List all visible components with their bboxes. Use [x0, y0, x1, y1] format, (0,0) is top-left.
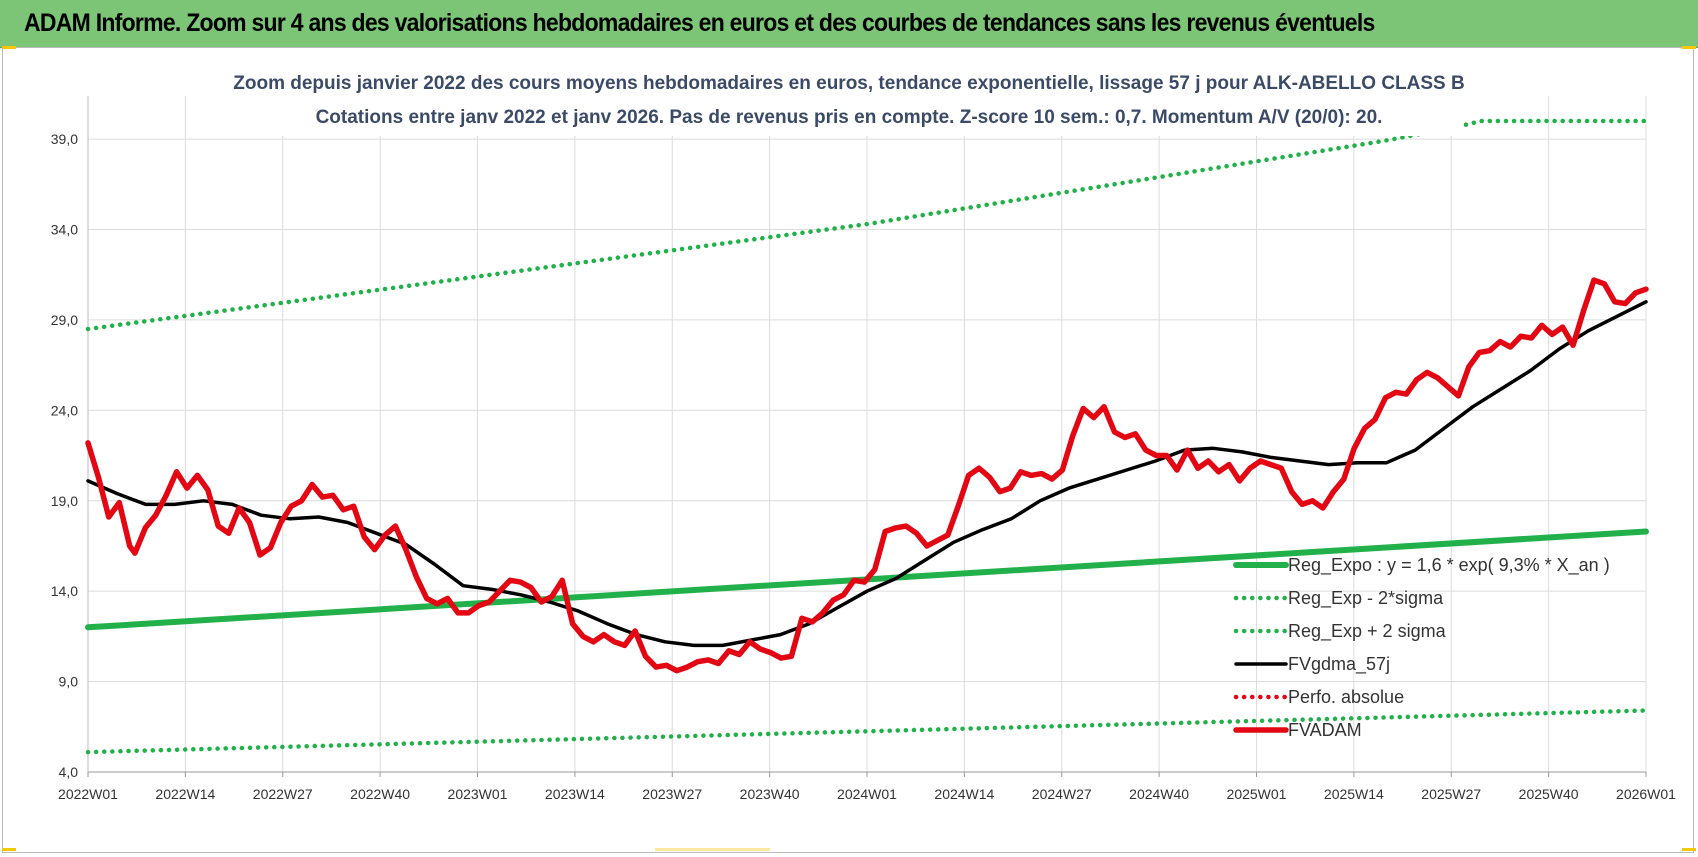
x-tick-label: 2025W14: [1324, 786, 1384, 802]
chart-subtitle: Cotations entre janv 2022 et janv 2026. …: [316, 107, 1383, 128]
y-tick-label: 29,0: [51, 312, 78, 328]
frame-corner-br: [1682, 848, 1696, 851]
y-tick-label: 4,0: [59, 764, 79, 780]
y-tick-label: 39,0: [51, 131, 78, 147]
x-tick-label: 2022W27: [253, 786, 313, 802]
chart-title: Zoom depuis janvier 2022 des cours moyen…: [233, 73, 1464, 94]
x-tick-label: 2026W01: [1616, 786, 1676, 802]
x-tick-label: 2024W27: [1032, 786, 1092, 802]
frame-corner-bc: [655, 848, 770, 851]
chart-legend: Reg_Expo : y = 1,6 * exp( 9,3% * X_an ) R…: [1233, 555, 1610, 740]
x-tick-label: 2023W40: [740, 786, 800, 802]
y-tick-label: 14,0: [51, 583, 78, 599]
y-tick-label: 24,0: [51, 402, 78, 418]
x-tick-label: 2022W14: [155, 786, 215, 802]
report-title: ADAM Informe. Zoom sur 4 ans des valoris…: [24, 9, 1375, 37]
x-tick-label: 2022W40: [350, 786, 410, 802]
x-tick-label: 2023W27: [642, 786, 702, 802]
legend-label: Reg_Exp - 2*sigma: [1288, 588, 1444, 609]
y-tick-label: 34,0: [51, 222, 78, 238]
series-line-fvadam: [85, 277, 1649, 674]
y-tick-label: 19,0: [51, 493, 78, 509]
x-tick-label: 2023W14: [545, 786, 605, 802]
frame-corner-tl: [2, 46, 16, 49]
legend-label: Reg_Exp + 2 sigma: [1288, 621, 1447, 642]
x-tick-label: 2024W14: [934, 786, 994, 802]
frame-corner-tr: [1682, 46, 1696, 49]
subtitle-backdrop: [238, 64, 1464, 136]
x-tick-label: 2024W40: [1129, 786, 1189, 802]
x-tick-label: 2023W01: [448, 786, 508, 802]
axis-labels: 4,0 9,0 14,0 19,0 24,0 29,0 34,0 39,0 2022W01 202…: [51, 131, 1676, 802]
series-line-reg-exp-2-sigma: [85, 708, 1649, 755]
x-tick-label: 2025W40: [1519, 786, 1579, 802]
legend-label: FVADAM: [1288, 720, 1362, 740]
y-tick-label: 9,0: [59, 674, 79, 690]
series-line-fvgdma-57j: [86, 300, 1648, 648]
chart-grid: [87, 96, 1647, 777]
legend-label: FVgdma_57j: [1288, 654, 1390, 675]
x-tick-label: 2025W27: [1421, 786, 1481, 802]
x-tick-label: 2025W01: [1227, 786, 1287, 802]
x-tick-label: 2022W01: [58, 786, 118, 802]
x-tick-label: 2024W01: [837, 786, 897, 802]
frame-corner-bl: [2, 848, 16, 851]
report-banner: ADAM Informe. Zoom sur 4 ans des valoris…: [0, 0, 1698, 48]
legend-label: Reg_Expo : y = 1,6 * exp( 9,3% * X_an ): [1288, 555, 1610, 576]
legend-label: Perfo. absolue: [1288, 687, 1404, 707]
chart-frame: [2, 47, 1694, 853]
